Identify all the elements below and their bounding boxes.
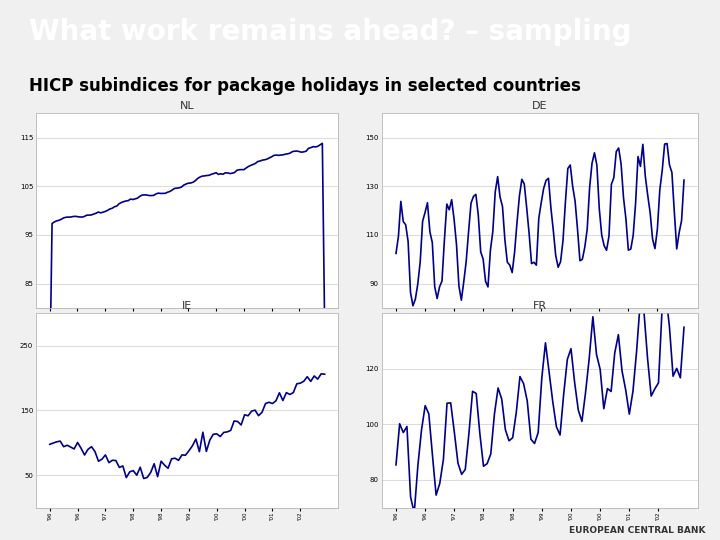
Text: What work remains ahead? – sampling: What work remains ahead? – sampling (29, 18, 631, 46)
Title: IE: IE (182, 301, 192, 311)
Text: EUROPEAN CENTRAL BANK: EUROPEAN CENTRAL BANK (569, 526, 706, 535)
Text: HICP subindices for package holidays in selected countries: HICP subindices for package holidays in … (29, 77, 580, 96)
Title: FR: FR (533, 301, 547, 311)
Title: NL: NL (180, 101, 194, 111)
Title: DE: DE (532, 101, 548, 111)
